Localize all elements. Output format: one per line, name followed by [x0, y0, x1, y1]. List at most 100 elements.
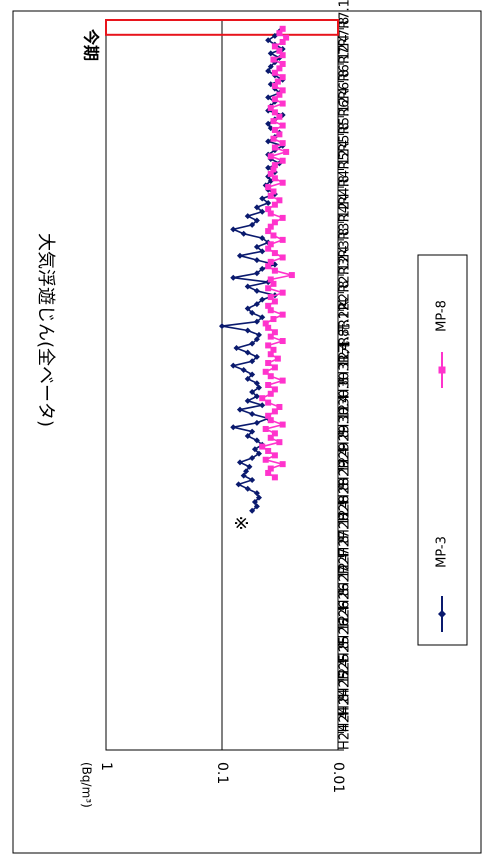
legend-label-MP-8: MP-8	[435, 300, 450, 332]
data-point-MP-3	[253, 243, 260, 250]
data-point-MP-8	[267, 258, 274, 265]
data-point-MP-8	[267, 104, 274, 111]
data-point-MP-3	[249, 309, 256, 316]
data-point-MP-3	[249, 428, 256, 435]
time-tick-label: H30.8	[338, 377, 353, 416]
time-tick-label: H28.8	[338, 483, 353, 522]
data-point-MP-8	[279, 52, 286, 59]
data-point-MP-8	[271, 267, 278, 274]
data-point-MP-3	[249, 411, 256, 418]
data-point-MP-8	[271, 386, 278, 393]
data-point-MP-8	[270, 316, 277, 323]
time-tick-label: R2.8	[338, 281, 353, 311]
data-point-MP-8	[270, 188, 277, 195]
data-point-MP-3	[253, 204, 260, 211]
current-period-label: 今期	[82, 28, 101, 61]
data-point-MP-3	[230, 226, 237, 233]
data-point-MP-8	[270, 56, 277, 63]
data-point-MP-3	[253, 437, 260, 444]
data-point-MP-8	[262, 320, 269, 327]
data-point-MP-3	[253, 301, 260, 308]
data-point-MP-3	[259, 314, 266, 321]
data-point-MP-3	[244, 327, 251, 334]
data-point-MP-3	[244, 283, 251, 290]
data-point-MP-8	[265, 469, 272, 476]
annotation-mark: ※	[230, 515, 251, 530]
data-point-MP-8	[270, 280, 277, 287]
data-point-MP-3	[246, 463, 253, 470]
value-tick-label: 0.1	[214, 762, 230, 784]
time-tick-label: R3.8	[338, 228, 353, 258]
time-tick-label: H27.4	[338, 553, 353, 592]
data-point-MP-3	[251, 446, 258, 453]
data-point-MP-3	[249, 358, 256, 365]
data-point-MP-8	[271, 219, 278, 226]
data-point-MP-8	[265, 382, 272, 388]
data-point-MP-8	[270, 135, 277, 142]
data-point-MP-8	[271, 408, 278, 415]
time-tick-label: R4.4	[338, 193, 353, 223]
time-tick-label: R5.4	[338, 140, 353, 170]
legend-box	[417, 254, 468, 646]
data-point-MP-3	[236, 459, 243, 466]
data-point-MP-8	[270, 166, 277, 173]
data-point-MP-8	[271, 96, 278, 103]
data-point-MP-8	[265, 360, 272, 367]
data-point-MP-8	[267, 294, 274, 301]
data-point-MP-3	[249, 507, 256, 514]
data-point-MP-8	[259, 395, 266, 402]
data-point-MP-8	[265, 263, 272, 270]
data-point-MP-8	[267, 434, 274, 441]
data-point-MP-3	[253, 217, 260, 224]
data-point-MP-3	[249, 389, 256, 396]
data-point-MP-8	[271, 43, 278, 50]
time-tick-label: H27.8	[338, 535, 353, 574]
data-point-MP-3	[249, 476, 256, 483]
data-point-MP-3	[267, 63, 274, 70]
data-point-MP-8	[279, 338, 286, 345]
data-point-MP-8	[267, 333, 274, 340]
data-point-MP-8	[270, 346, 277, 353]
data-point-MP-3	[240, 472, 247, 479]
data-point-MP-3	[253, 490, 260, 497]
chart-title: 大気浮遊じん(全ベータ)	[35, 233, 56, 427]
data-point-MP-8	[265, 399, 272, 406]
time-tick-label: H28.4	[338, 500, 353, 539]
data-point-MP-3	[259, 265, 266, 272]
data-point-MP-8	[265, 447, 272, 454]
data-point-MP-8	[283, 148, 290, 155]
time-tick-label: R6.4	[338, 87, 353, 117]
data-point-MP-3	[265, 120, 272, 127]
data-point-MP-3	[265, 68, 272, 75]
time-tick-label: H24.8	[338, 694, 353, 733]
data-point-MP-3	[255, 331, 262, 338]
data-point-MP-3	[253, 393, 260, 400]
data-point-MP-8	[267, 223, 274, 230]
data-point-MP-8	[279, 289, 286, 296]
data-point-MP-8	[274, 78, 281, 85]
data-point-MP-8	[271, 175, 278, 182]
data-point-MP-8	[265, 342, 272, 349]
data-point-MP-3	[230, 362, 237, 369]
data-point-MP-8	[274, 355, 281, 362]
data-point-MP-8	[276, 91, 283, 98]
data-point-MP-3	[249, 371, 256, 378]
data-point-MP-8	[279, 140, 286, 147]
data-point-MP-3	[253, 353, 260, 360]
data-point-MP-8	[276, 131, 283, 138]
data-point-MP-8	[279, 60, 286, 67]
data-point-MP-3	[244, 213, 251, 220]
data-point-MP-8	[271, 144, 278, 151]
time-tick-label: R元.8	[338, 329, 353, 363]
data-point-MP-8	[279, 214, 286, 221]
data-point-MP-3	[255, 494, 262, 501]
time-tick-label: R7.12	[338, 0, 353, 29]
data-point-MP-8	[271, 452, 278, 459]
time-tick-label: H25.4	[338, 658, 353, 697]
data-point-MP-8	[279, 25, 286, 32]
data-point-MP-8	[267, 153, 274, 160]
time-tick-label: R3.4	[338, 245, 353, 275]
data-point-MP-8	[271, 82, 278, 89]
data-point-MP-8	[279, 87, 286, 94]
